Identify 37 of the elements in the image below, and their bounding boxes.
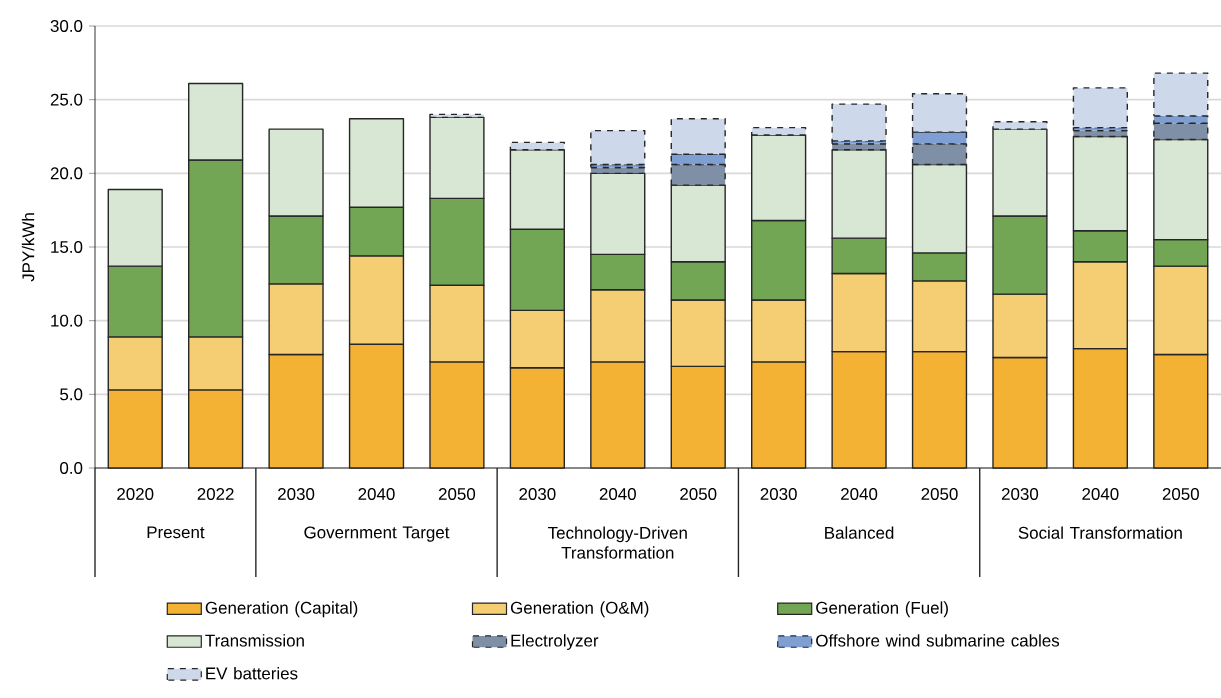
legend-label: Generation (Fuel): [816, 601, 948, 618]
bar: [1072, 87, 1129, 129]
x-tick-label: 2040: [1082, 488, 1119, 501]
legend-label: Transmission: [205, 634, 304, 647]
text: Balanced: [825, 526, 894, 539]
x-tick-label: 2030: [519, 488, 556, 501]
y-tick-label: 30.0: [50, 20, 83, 32]
x-tick-label: 2040: [358, 488, 395, 501]
y-tick-label: 25.0: [50, 93, 83, 106]
text: Social Transformation: [1018, 526, 1182, 539]
x-tick-label: 2030: [760, 488, 797, 501]
x-tick-label: 2040: [599, 488, 636, 501]
legend-label: Offshore wind submarine cables: [816, 634, 1060, 647]
x-tick-label: 2040: [841, 488, 878, 501]
x-tick-label: 2020: [117, 488, 154, 501]
x-tick-label: 2050: [1162, 488, 1199, 501]
x-tick-label: 2050: [438, 488, 476, 501]
y-tick-label: 10.0: [51, 314, 83, 327]
bar: [590, 129, 646, 166]
legend-label: Generation (O&M): [510, 601, 649, 618]
legend-label: Generation (Capital): [205, 601, 358, 618]
x-tick-label: 2050: [680, 488, 717, 501]
legend-label: EV batteries: [206, 666, 298, 680]
text: Present: [147, 526, 205, 539]
text: Technology-Driven Transformation: [548, 526, 687, 559]
bar: [831, 103, 887, 142]
x-tick-label: 2030: [1001, 488, 1039, 501]
x-tick-label: 2030: [278, 488, 315, 501]
x-tick-label: 2050: [921, 488, 958, 501]
x-tick-label: 2022: [197, 488, 234, 501]
y-axis-title: JPY/kWh: [21, 213, 35, 282]
text: Government Target: [304, 526, 450, 542]
y-tick-label: 20.0: [50, 167, 83, 180]
y-tick-label: 5.0: [60, 388, 83, 401]
y-tick-label: 15.0: [51, 241, 83, 253]
legend-label: Electrolyzer: [511, 634, 599, 650]
y-tick-label: 0.0: [60, 462, 83, 474]
